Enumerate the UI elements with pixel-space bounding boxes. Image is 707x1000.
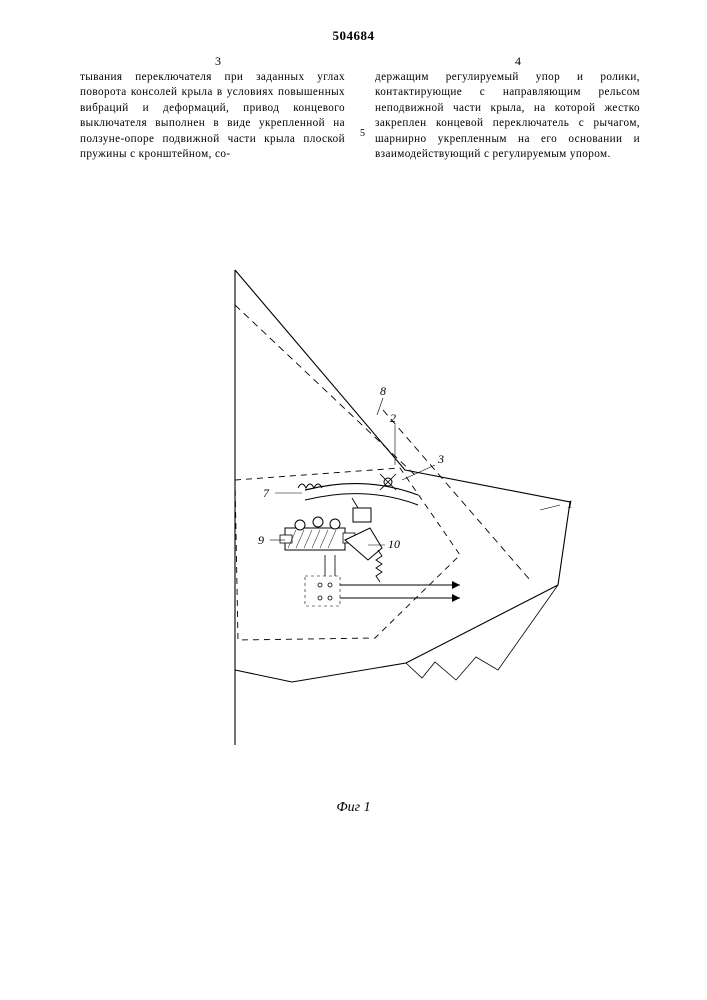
leader-3 — [402, 465, 435, 480]
guide-rail-lower — [305, 494, 418, 505]
callout-3: 3 — [437, 452, 444, 466]
column-left: тывания переключателя при заданных углах… — [80, 70, 345, 163]
callout-1: 1 — [567, 497, 573, 511]
callout-7: 7 — [263, 486, 270, 500]
wing-fixed-outline — [235, 270, 570, 682]
column-right: держащим регулируемый упор и ролики, кон… — [375, 70, 640, 163]
figure-1: 1 2 3 7 8 9 10 — [130, 250, 590, 800]
signal-wires — [305, 555, 460, 606]
callout-9: 9 — [258, 533, 264, 547]
callout-8: 8 — [380, 384, 386, 398]
text-columns: тывания переключателя при заданных углах… — [80, 70, 640, 163]
wing-broken-edge — [406, 585, 558, 680]
alt-position-line — [383, 410, 530, 580]
line-number-marker: 5 — [360, 128, 365, 139]
figure-caption: Фиг 1 — [0, 800, 707, 816]
page-number-right: 4 — [515, 54, 521, 69]
callout-2: 2 — [390, 411, 396, 425]
leader-1 — [540, 505, 560, 510]
callout-10: 10 — [388, 537, 400, 551]
leader-8 — [377, 398, 383, 415]
document-number: 504684 — [0, 28, 707, 44]
page-number-left: 3 — [215, 54, 221, 69]
alt-position-line-2 — [235, 305, 415, 475]
mechanism-assembly — [280, 498, 382, 582]
